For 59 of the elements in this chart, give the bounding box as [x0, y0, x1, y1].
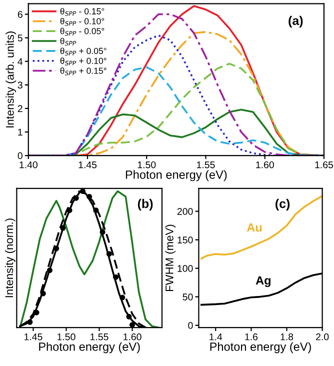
point: [100, 229, 106, 235]
y-tick-label: 150: [178, 236, 193, 244]
y-tick-label: 5: [18, 34, 22, 42]
x-tick-label: 1.45: [24, 333, 42, 340]
series-label: Ag: [256, 276, 270, 288]
x-tick-label: 1.50: [58, 333, 76, 340]
x-tick-label: 1.60: [256, 161, 274, 168]
y-tick-label: 0: [18, 152, 22, 160]
x-tick-label: 1.50: [138, 161, 156, 168]
x-tick-label: 2.0: [316, 333, 329, 340]
legend-label: θ$_{SPP}$ + 0.05°: [60, 48, 106, 56]
y-axis-title: Intensity (arb. units): [6, 32, 16, 128]
x-tick-label: 1.40: [20, 161, 38, 168]
y-tick-label: 4: [18, 58, 23, 65]
y-tick-label: 200: [177, 208, 193, 215]
x-axis-title: Photon energy (eV): [39, 342, 140, 354]
point: [120, 294, 126, 300]
point: [93, 208, 99, 214]
point: [27, 319, 33, 325]
legend-label: θ$_{SPP}$ + 0.10°: [60, 58, 106, 66]
annotation: (b): [138, 198, 153, 211]
point: [86, 194, 92, 200]
legend-label: θ$_{SPP}$: [60, 38, 76, 46]
y-tick-label: 3: [18, 82, 22, 89]
y-tick-label: 0: [188, 322, 193, 329]
legend-label: θ$_{SPP}$ - 0.10°: [60, 18, 104, 26]
y-axis-title: FWHM (meV): [165, 224, 176, 292]
x-tick-label: 1.55: [90, 333, 108, 340]
legend-label: θ$_{SPP}$ - 0.05°: [60, 28, 104, 36]
x-tick-label: 1.55: [197, 161, 215, 168]
point: [60, 225, 66, 231]
y-tick-label: 1: [18, 128, 22, 136]
legend-label: θ$_{SPP}$ + 0.15°: [60, 67, 106, 76]
x-tick-label: 1.4: [210, 333, 222, 340]
annotation: (c): [276, 198, 290, 211]
point: [66, 208, 72, 214]
point: [106, 251, 112, 257]
x-tick-label: 1.60: [124, 333, 142, 340]
line-series: [200, 194, 322, 260]
point: [126, 314, 132, 320]
point: [112, 274, 119, 280]
point: [54, 246, 60, 252]
x-axis-title: Photon energy (eV): [126, 170, 227, 182]
x-axis-title: Photon energy (eV): [210, 342, 311, 354]
point: [46, 268, 52, 274]
point: [40, 290, 46, 296]
annotation: (a): [288, 16, 303, 28]
y-tick-label: 50: [182, 294, 193, 300]
point: [73, 195, 79, 201]
y-tick-label: 100: [178, 265, 193, 272]
y-tick-label: 2: [18, 105, 22, 112]
x-tick-label: 1.45: [78, 161, 97, 168]
y-tick-label: 6: [18, 10, 22, 18]
x-tick-label: 1.8: [280, 333, 294, 340]
x-tick-label: 1.65: [315, 161, 334, 168]
x-tick-label: 1.6: [245, 333, 258, 340]
y-axis-title: Intensity (norm.): [4, 218, 16, 298]
legend-label: θ$_{SPP}$ - 0.15°: [60, 8, 104, 16]
series-label: Au: [246, 223, 262, 232]
